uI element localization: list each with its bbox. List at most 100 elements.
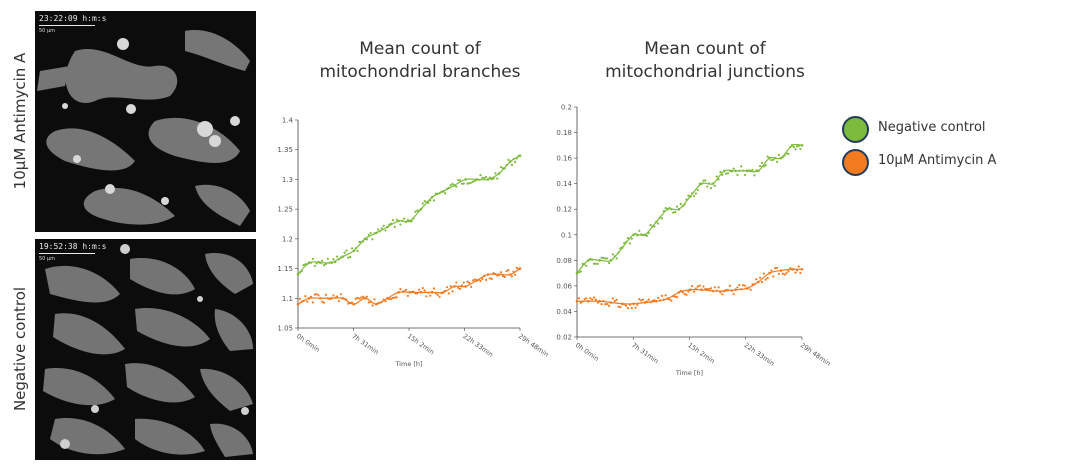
- x-tick-label: 29h 48min: [799, 341, 832, 368]
- scatter-dot: [517, 268, 520, 271]
- scatter-dot: [477, 278, 480, 281]
- scatter-dot: [698, 182, 701, 185]
- scatter-dot: [607, 261, 611, 265]
- scatter-dot: [304, 295, 307, 298]
- scatter-dot: [354, 247, 357, 250]
- scatter-dot: [681, 291, 684, 294]
- scatter-dot: [606, 302, 609, 306]
- scatter-dot: [755, 278, 758, 281]
- scatter-dot: [468, 182, 471, 185]
- data-point: [722, 169, 726, 173]
- scatter-dot: [347, 302, 350, 305]
- timestamp-antimycin: 23:22:09 h:m:s: [39, 14, 107, 23]
- scatter-dot: [638, 298, 641, 301]
- scatter-dot: [438, 192, 441, 195]
- scatter-dot: [717, 286, 720, 289]
- scatter-dot: [794, 271, 797, 274]
- y-tick-label: 0.06: [556, 282, 572, 290]
- scatter-dot: [414, 292, 417, 295]
- scatter-dot: [674, 295, 677, 298]
- scatter-dot: [728, 169, 731, 172]
- data-point: [397, 291, 400, 294]
- scatter-dot: [403, 290, 406, 293]
- data-point: [430, 195, 434, 199]
- scatter-dot: [706, 185, 709, 188]
- scatter-dot: [636, 303, 639, 306]
- scatter-dot: [458, 287, 462, 290]
- scatter-dot: [591, 258, 594, 261]
- y-tick-label: 0.08: [556, 257, 572, 265]
- scatter-dot: [440, 190, 443, 193]
- scatter-dot: [794, 148, 797, 151]
- scatter-dot: [371, 238, 374, 241]
- scatter-dot: [687, 194, 690, 197]
- scatter-dot: [473, 278, 477, 281]
- series-line-1: [576, 268, 803, 305]
- scatter-dot: [636, 234, 639, 237]
- data-point: [363, 296, 367, 300]
- data-point: [677, 290, 681, 294]
- scatter-dot: [691, 192, 694, 195]
- legend-label-antimycin: 10μM Antimycin A: [878, 153, 997, 168]
- data-point: [598, 259, 601, 262]
- scatter-dot: [373, 232, 376, 235]
- scatter-dot: [604, 303, 607, 306]
- scatter-dot: [781, 156, 784, 159]
- scatter-dot: [649, 301, 652, 304]
- scatter-dot: [447, 292, 450, 295]
- scatter-dot: [313, 293, 316, 296]
- scatter-dot: [681, 205, 684, 208]
- data-point: [621, 246, 624, 249]
- scatter-dot: [743, 284, 747, 287]
- scatter-dot: [462, 182, 465, 185]
- scatter-dot: [766, 155, 769, 158]
- series-line-0: [576, 143, 803, 274]
- scatter-dot: [715, 289, 718, 292]
- scatter-dot: [772, 275, 775, 278]
- scatter-dot: [390, 222, 393, 225]
- scatter-dot: [638, 229, 641, 232]
- scatter-dot: [481, 176, 484, 179]
- data-point: [475, 178, 479, 181]
- data-point: [768, 271, 771, 275]
- scatter-dot: [449, 184, 452, 187]
- scatter-dot: [429, 199, 432, 202]
- scatter-dot: [602, 256, 605, 259]
- scatter-dot: [384, 229, 387, 232]
- data-point: [386, 225, 389, 229]
- scatter-dot: [615, 257, 618, 260]
- scatter-dot: [607, 304, 611, 307]
- scatter-dot: [797, 144, 800, 148]
- scatter-dot: [611, 253, 614, 256]
- scatter-dot: [311, 301, 314, 304]
- scatter-dot: [358, 297, 361, 300]
- scatter-dot: [679, 289, 682, 293]
- scatter-dot: [434, 292, 437, 295]
- x-tick-label: 22h 33min: [461, 332, 494, 359]
- scatter-dot: [742, 284, 745, 287]
- scatter-dot: [479, 174, 482, 177]
- scatter-dot: [583, 298, 586, 301]
- scatter-dot: [630, 307, 633, 310]
- scatter-dot: [496, 274, 499, 277]
- scatter-dot: [300, 269, 303, 273]
- panel-label-antimycin: 10μM Antimycin A: [11, 52, 29, 190]
- scatter-dot: [393, 225, 396, 228]
- scatter-dot: [503, 167, 506, 170]
- scatter-dot: [730, 289, 733, 292]
- scatter-dot: [309, 295, 313, 298]
- scatter-dot: [406, 294, 409, 297]
- scatter-dot: [708, 182, 711, 185]
- chart-title-junctions: Mean count of mitochondrial junctions: [580, 38, 830, 84]
- scatter-dot: [444, 289, 447, 292]
- scatter-dot: [634, 306, 637, 309]
- scatter-dot: [343, 251, 346, 254]
- data-point: [453, 184, 456, 187]
- data-point: [408, 291, 412, 294]
- x-axis-label: Time [h]: [394, 360, 422, 368]
- scatter-dot: [651, 299, 654, 302]
- data-point: [654, 220, 658, 224]
- scatter-dot: [421, 286, 424, 290]
- scatter-dot: [600, 256, 603, 259]
- scatter-dot: [492, 177, 495, 180]
